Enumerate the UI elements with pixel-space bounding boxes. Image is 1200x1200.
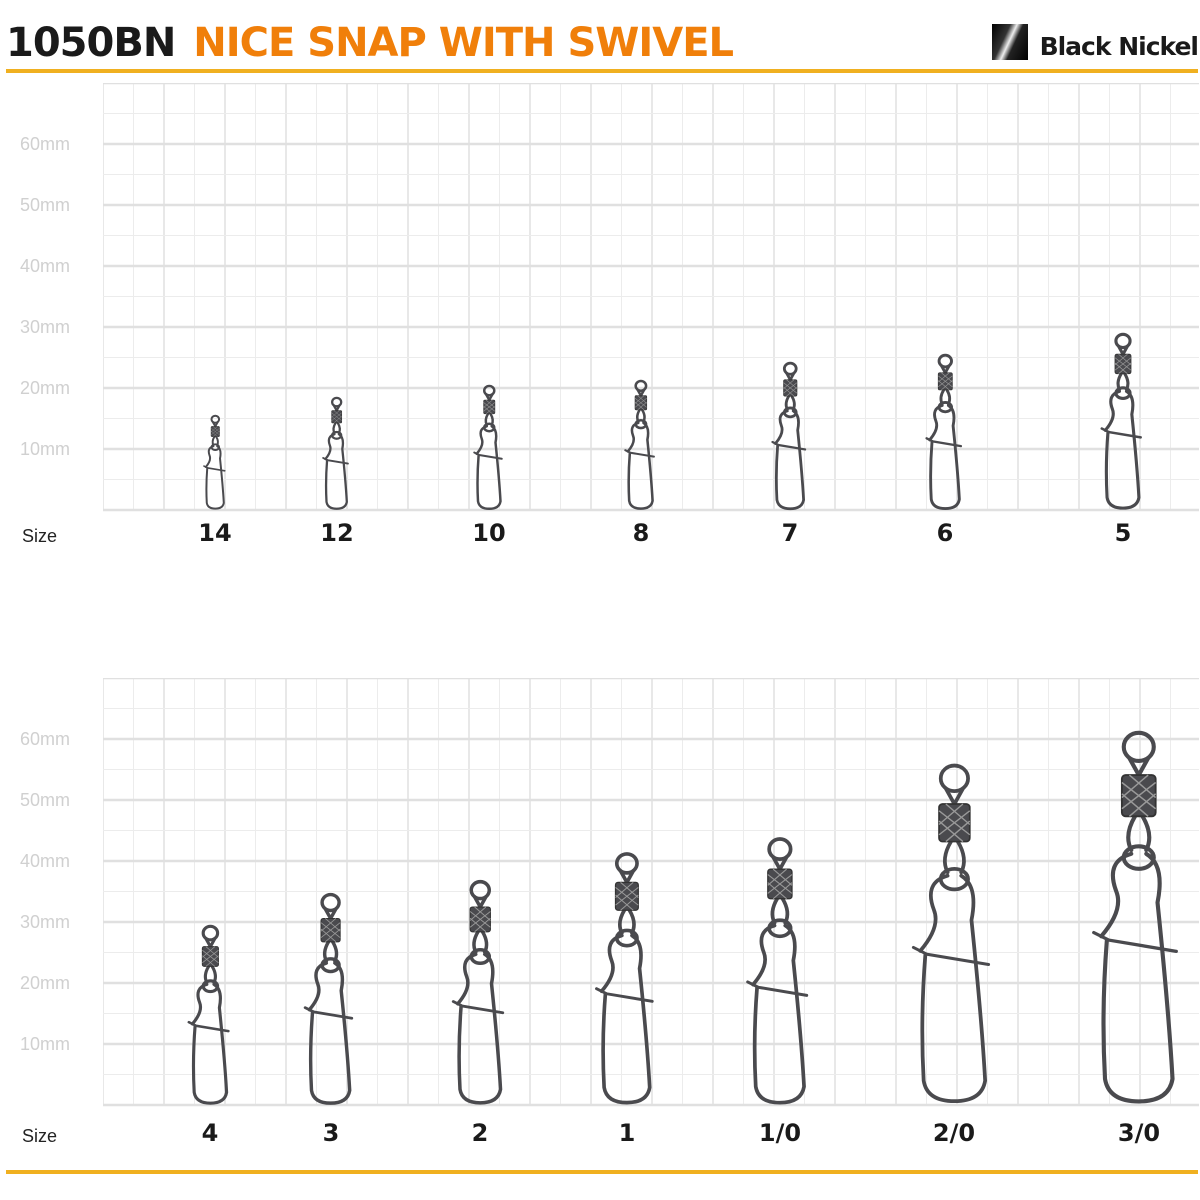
y-tick-label: 20mm: [20, 378, 71, 398]
size-label: 4: [201, 1119, 219, 1147]
size-label: 6: [936, 519, 954, 547]
finish-label: Black Nickel: [1039, 32, 1199, 61]
y-tick-label: 10mm: [20, 439, 71, 459]
size-label: 2: [471, 1119, 489, 1147]
snap-swivel-size-4: [187, 924, 230, 1105]
y-tick-label: 40mm: [20, 256, 71, 276]
size-label: 7: [781, 519, 799, 547]
snap-swivel-size-3-0: [1092, 730, 1179, 1104]
snap-swivel-size-1-0: [746, 836, 809, 1105]
snap-swivel-size-5: [1100, 332, 1142, 510]
size-axis-label: Size: [22, 526, 58, 546]
size-axis-label: Size: [22, 1126, 58, 1146]
grid: [103, 678, 1199, 1107]
snap-swivel-size-12: [322, 396, 350, 511]
snap-swivel-size-2: [451, 879, 504, 1105]
snap-swivel-size-7: [771, 361, 806, 510]
finish-swatch: [991, 24, 1028, 60]
snap-swivel-size-3: [304, 892, 354, 1105]
size-label: 14: [198, 519, 232, 547]
y-tick-label: 60mm: [20, 134, 71, 154]
size-label: 2/0: [932, 1119, 976, 1147]
bottom-rule: [6, 1170, 1198, 1174]
grid: [103, 83, 1199, 512]
page-header: 1050BN NICE SNAP WITH SWIVEL: [6, 20, 734, 66]
top-rule: [6, 69, 1198, 73]
snap-swivel-size-8: [624, 379, 655, 510]
snap-swivel-size-14: [202, 415, 226, 511]
y-tick-label: 50mm: [20, 790, 71, 810]
y-tick-label: 20mm: [20, 973, 71, 993]
size-label: 3/0: [1117, 1119, 1161, 1147]
size-label: 8: [632, 519, 650, 547]
y-tick-label: 50mm: [20, 195, 71, 215]
snap-swivel-size-10: [472, 384, 503, 510]
size-label: 1/0: [758, 1119, 802, 1147]
finish-badge: Black Nickel: [991, 24, 1199, 61]
snap-swivel-size-2-0: [911, 764, 990, 1104]
size-label: 10: [472, 519, 506, 547]
size-label: 1: [618, 1119, 636, 1147]
snap-swivel-size-6: [925, 353, 962, 510]
y-tick-label: 60mm: [20, 729, 71, 749]
size-label: 12: [320, 519, 354, 547]
size-label: 5: [1114, 519, 1132, 547]
product-code: 1050BN: [6, 20, 176, 66]
snap-swivel-size-1: [595, 851, 654, 1105]
y-tick-label: 30mm: [20, 912, 71, 932]
size-label: 3: [322, 1119, 340, 1147]
y-tick-label: 10mm: [20, 1034, 71, 1054]
product-title: NICE SNAP WITH SWIVEL: [193, 20, 734, 66]
y-tick-label: 30mm: [20, 317, 71, 337]
y-tick-label: 40mm: [20, 851, 71, 871]
